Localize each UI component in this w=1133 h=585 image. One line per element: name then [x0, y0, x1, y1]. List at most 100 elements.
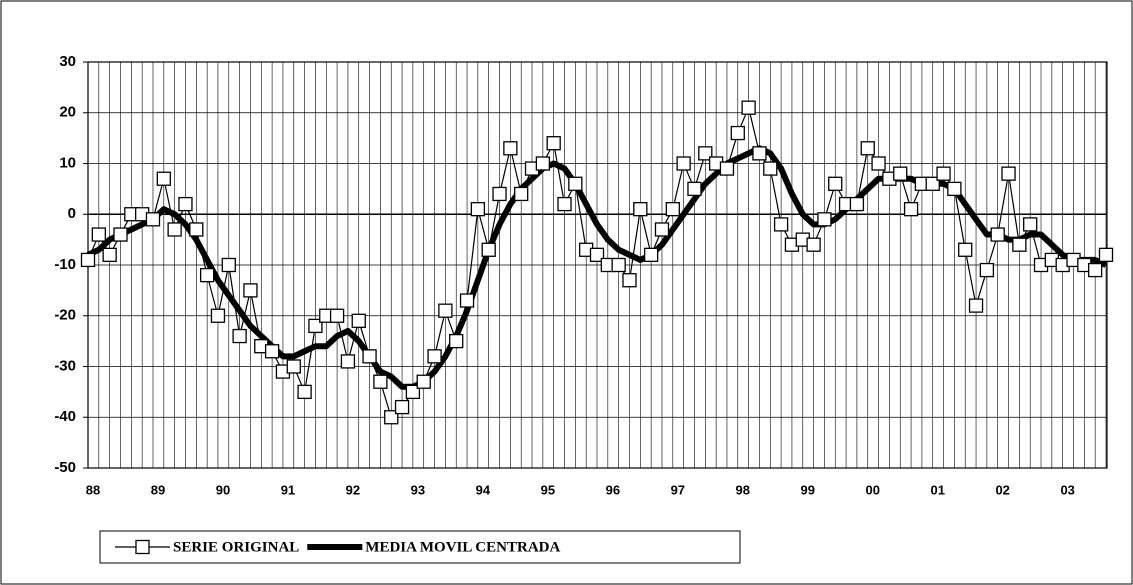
point-marker [189, 222, 204, 237]
point-marker [1001, 166, 1016, 181]
legend-box [99, 530, 741, 564]
point-marker [719, 161, 735, 176]
point-marker [958, 242, 973, 257]
point-marker [741, 100, 756, 115]
point-marker [546, 136, 561, 151]
point-marker [199, 267, 215, 283]
point-marker [633, 202, 648, 217]
point-marker [481, 242, 496, 257]
point-marker [394, 399, 410, 415]
x-tick-label: 88 [86, 482, 100, 497]
point-marker [145, 212, 161, 227]
point-marker [178, 196, 193, 212]
y-tick-label: 0 [68, 205, 76, 222]
point-marker [773, 217, 789, 232]
x-tick-label: 91 [281, 482, 295, 497]
point-marker [514, 186, 529, 202]
point-marker [1012, 237, 1027, 252]
legend-label: MEDIA MOVIL CENTRADA [365, 539, 560, 555]
x-tick-label: 99 [801, 482, 815, 497]
point-marker [849, 196, 865, 212]
point-marker [654, 222, 670, 237]
y-tick-label: -30 [54, 357, 76, 374]
point-marker [297, 384, 312, 400]
point-marker [990, 227, 1005, 242]
point-marker [828, 176, 843, 191]
point-marker [979, 262, 995, 278]
point-marker [1088, 262, 1103, 278]
point-marker [459, 293, 475, 308]
point-marker [102, 247, 117, 263]
point-marker [308, 318, 323, 334]
point-marker [589, 247, 605, 263]
point-marker [416, 374, 431, 389]
point-marker [80, 252, 96, 268]
point-marker [730, 125, 745, 141]
point-marker [91, 227, 106, 242]
point-marker [232, 328, 247, 344]
x-tick-label: 90 [216, 482, 230, 497]
x-tick-label: 00 [866, 482, 880, 497]
point-marker [384, 410, 399, 425]
point-marker [903, 202, 919, 217]
legend-marker [135, 539, 150, 555]
point-marker [893, 166, 908, 181]
y-tick-label: -10 [54, 256, 76, 273]
point-marker [622, 273, 637, 288]
point-marker [817, 212, 832, 227]
y-tick-label: 30 [59, 53, 76, 70]
point-marker [665, 202, 680, 217]
x-tick-label: 95 [541, 482, 555, 497]
point-marker [449, 333, 464, 349]
point-marker [871, 156, 886, 171]
point-marker [752, 146, 767, 161]
point-marker [221, 257, 236, 273]
y-tick-label: 20 [59, 104, 76, 121]
x-tick-label: 94 [476, 482, 491, 497]
point-marker [503, 141, 518, 156]
point-marker [438, 303, 453, 318]
point-marker [286, 359, 301, 374]
point-marker [936, 166, 951, 181]
point-marker [1023, 217, 1038, 232]
y-tick-label: -50 [54, 459, 76, 476]
x-tick-label: 02 [995, 482, 1009, 497]
point-marker [763, 161, 778, 176]
point-marker [264, 344, 280, 359]
point-marker [340, 354, 356, 369]
point-marker [968, 298, 984, 313]
x-tick-label: 01 [930, 482, 944, 497]
point-marker [687, 181, 702, 197]
point-marker [611, 257, 626, 273]
legend: SERIE ORIGINAL MEDIA MOVIL CENTRADA [99, 530, 741, 564]
point-marker [113, 227, 128, 242]
point-marker [643, 247, 659, 263]
x-tick-label: 03 [1060, 482, 1074, 497]
marks [80, 100, 1114, 425]
y-tick-label: -40 [54, 408, 76, 425]
point-marker [492, 186, 507, 202]
x-tick-label: 98 [736, 482, 750, 497]
point-marker [405, 384, 421, 400]
point-marker [329, 308, 345, 323]
point-marker [925, 176, 940, 191]
point-marker [156, 171, 171, 186]
x-tick-label: 97 [671, 482, 685, 497]
legend-label: SERIE ORIGINAL [173, 539, 299, 555]
point-marker [362, 349, 377, 364]
point-marker [860, 141, 875, 156]
point-marker [568, 176, 583, 191]
point-marker [698, 146, 713, 161]
x-tick-label: 96 [606, 482, 620, 497]
point-marker [351, 313, 366, 328]
y-tick-label: -20 [54, 307, 76, 324]
point-marker [373, 374, 388, 389]
point-marker [806, 237, 821, 252]
point-marker [470, 202, 486, 217]
point-marker [535, 156, 551, 171]
point-marker [167, 222, 182, 237]
